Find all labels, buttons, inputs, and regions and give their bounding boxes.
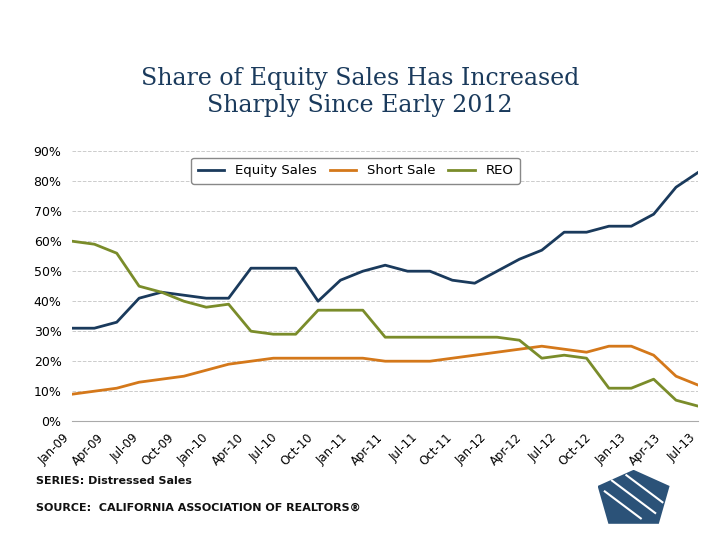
Text: Share of Equity Sales Has Increased
Sharply Since Early 2012: Share of Equity Sales Has Increased Shar… [141, 67, 579, 117]
Text: SOURCE:  CALIFORNIA ASSOCIATION OF REALTORS®: SOURCE: CALIFORNIA ASSOCIATION OF REALTO… [36, 503, 361, 512]
Legend: Equity Sales, Short Sale, REO: Equity Sales, Short Sale, REO [192, 158, 520, 184]
Text: SERIES: Distressed Sales: SERIES: Distressed Sales [36, 476, 192, 485]
Polygon shape [598, 470, 670, 524]
